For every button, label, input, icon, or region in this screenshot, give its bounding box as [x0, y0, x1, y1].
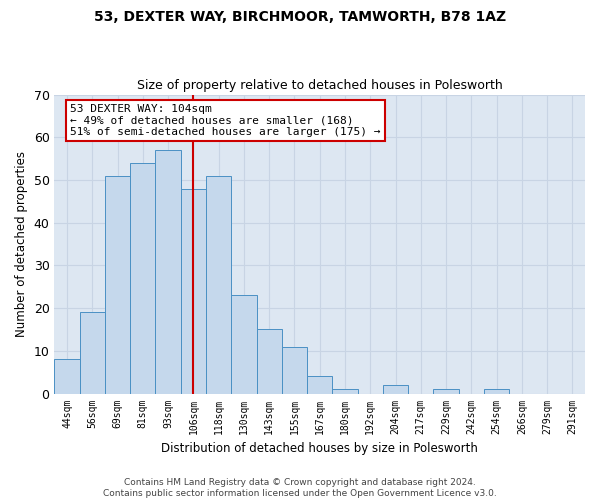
- Bar: [155, 150, 181, 394]
- Bar: [80, 312, 105, 394]
- Text: 53 DEXTER WAY: 104sqm
← 49% of detached houses are smaller (168)
51% of semi-det: 53 DEXTER WAY: 104sqm ← 49% of detached …: [70, 104, 381, 136]
- Y-axis label: Number of detached properties: Number of detached properties: [15, 151, 28, 337]
- Bar: [433, 390, 458, 394]
- Bar: [383, 385, 408, 394]
- Bar: [181, 188, 206, 394]
- Title: Size of property relative to detached houses in Polesworth: Size of property relative to detached ho…: [137, 79, 503, 92]
- Text: 53, DEXTER WAY, BIRCHMOOR, TAMWORTH, B78 1AZ: 53, DEXTER WAY, BIRCHMOOR, TAMWORTH, B78…: [94, 10, 506, 24]
- Text: Contains HM Land Registry data © Crown copyright and database right 2024.
Contai: Contains HM Land Registry data © Crown c…: [103, 478, 497, 498]
- Bar: [282, 346, 307, 394]
- Bar: [206, 176, 231, 394]
- Bar: [105, 176, 130, 394]
- Bar: [130, 163, 155, 394]
- Bar: [332, 390, 358, 394]
- X-axis label: Distribution of detached houses by size in Polesworth: Distribution of detached houses by size …: [161, 442, 478, 455]
- Bar: [307, 376, 332, 394]
- Bar: [231, 296, 257, 394]
- Bar: [55, 360, 80, 394]
- Bar: [484, 390, 509, 394]
- Bar: [257, 330, 282, 394]
